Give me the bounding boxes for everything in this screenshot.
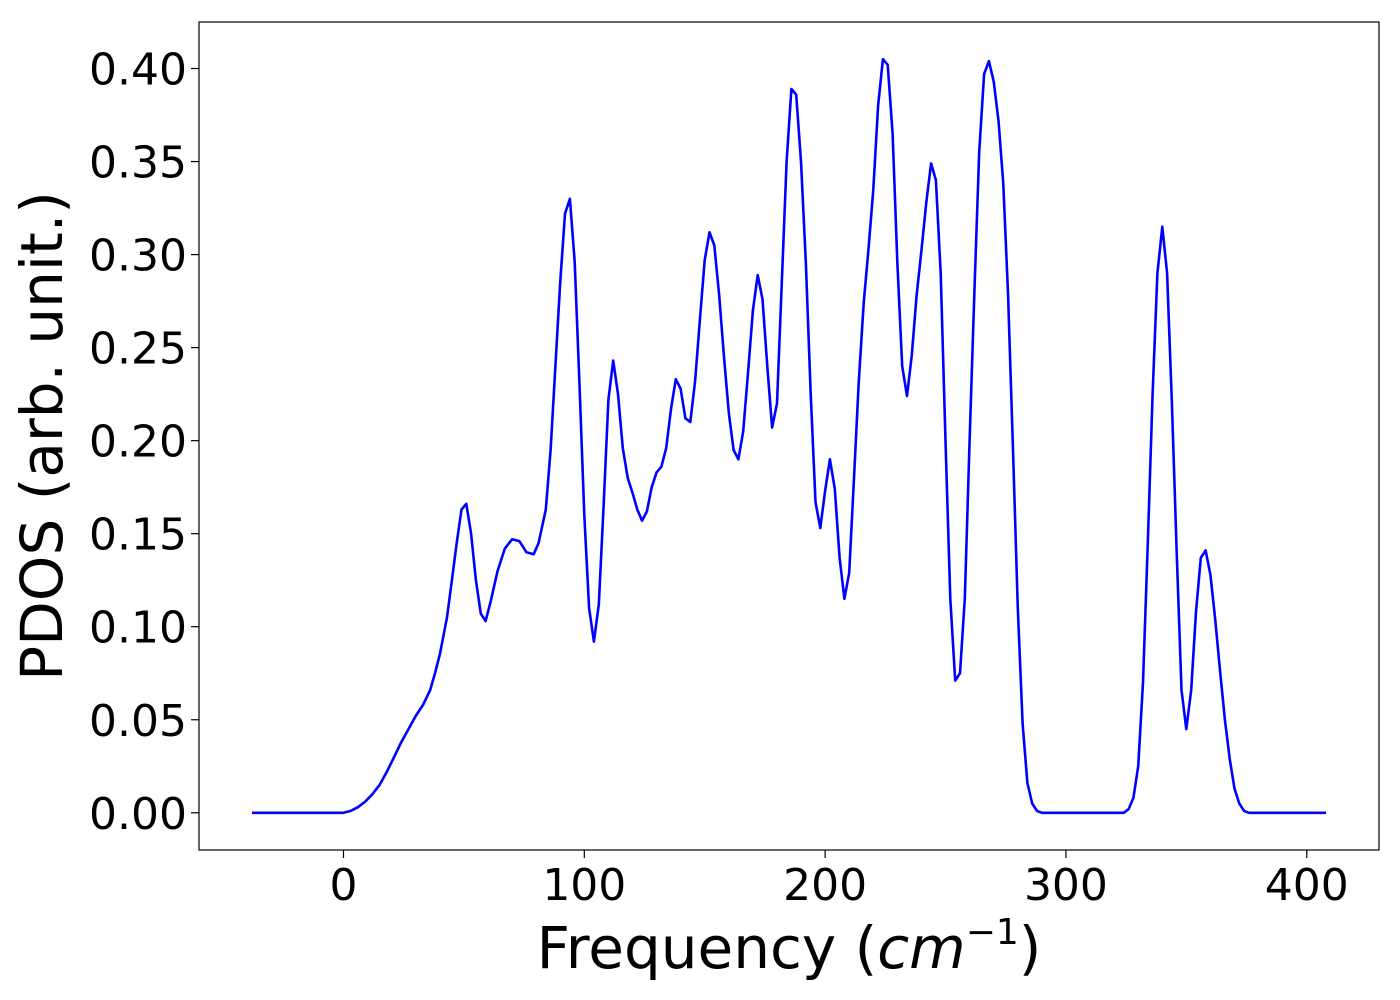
axes-frame: [198, 21, 1380, 851]
y-tick-label: 0.30: [89, 231, 187, 282]
x-axis-ticks: 0 100 200 300 400: [329, 850, 1349, 911]
y-tick-label: 0.35: [89, 138, 187, 189]
y-tick-label: 0.40: [89, 45, 187, 96]
x-tick-label: 300: [1024, 860, 1108, 911]
x-axis-label: Frequency (cm−1): [537, 912, 1042, 982]
x-axis-label-text: Frequency: [537, 914, 837, 982]
x-tick-label: 400: [1265, 860, 1349, 911]
y-axis-ticks: 0.00 0.05 0.10 0.15 0.20 0.25 0.30 0.35 0.40: [89, 45, 199, 840]
x-tick-label: 100: [542, 860, 626, 911]
y-tick-label: 0.00: [89, 789, 187, 840]
x-axis-label-close-paren: ): [1019, 914, 1042, 982]
y-axis-label: PDOS (arb. unit.): [8, 191, 76, 681]
y-tick-label: 0.10: [89, 603, 187, 654]
x-axis-label-open-paren: (: [836, 914, 877, 982]
plot-area: [252, 57, 1326, 815]
x-axis-label-unit-exponent: −1: [966, 912, 1019, 953]
y-tick-label: 0.25: [89, 324, 187, 375]
series-line: [252, 57, 1326, 815]
y-tick-label: 0.20: [89, 417, 187, 468]
x-tick-label: 200: [783, 860, 867, 911]
x-tick-label: 0: [329, 860, 357, 911]
x-axis-label-unit: cm: [877, 914, 965, 982]
y-tick-label: 0.05: [89, 696, 187, 747]
y-tick-label: 0.15: [89, 510, 187, 561]
